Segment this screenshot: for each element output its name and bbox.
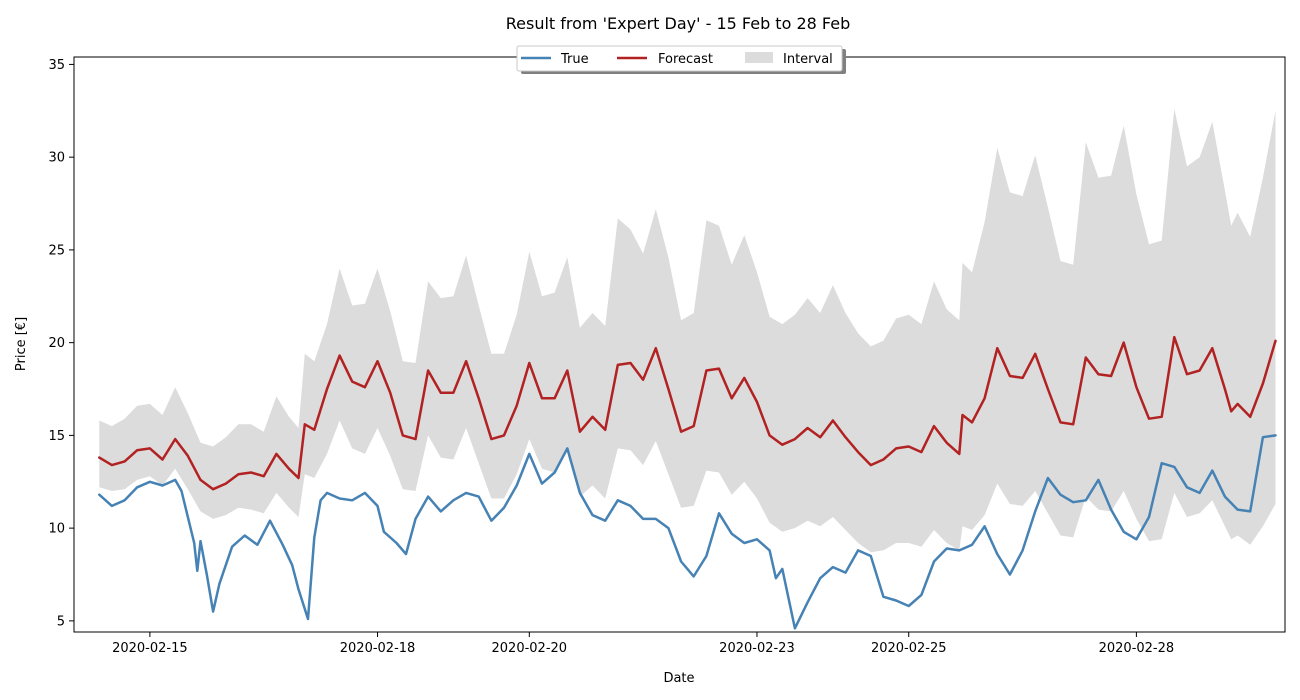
x-tick-label: 2020-02-23 (719, 641, 795, 656)
y-tick-label: 5 (57, 614, 65, 629)
legend-swatch-interval (745, 52, 773, 63)
interval-band (99, 108, 1276, 553)
x-axis-label: Date (663, 671, 694, 686)
x-tick-label: 2020-02-25 (871, 641, 947, 656)
legend-label-true: True (560, 52, 589, 67)
y-tick-label: 10 (48, 522, 65, 537)
x-tick-label: 2020-02-28 (1099, 641, 1175, 656)
x-tick-label: 2020-02-18 (340, 641, 416, 656)
y-tick-label: 15 (48, 429, 65, 444)
y-tick-label: 25 (48, 243, 65, 258)
y-axis-label: Price [€] (14, 317, 29, 371)
series-line-true (98, 434, 1277, 630)
series-line-forecast (98, 335, 1277, 491)
chart-title: Result from 'Expert Day' - 15 Feb to 28 … (506, 14, 850, 33)
y-axis: 5 10 15 20 25 30 35 (48, 58, 74, 629)
y-tick-label: 35 (48, 58, 65, 73)
y-tick-label: 30 (48, 151, 65, 166)
legend: True Forecast Interval (516, 45, 846, 74)
plot-area (98, 108, 1277, 630)
x-tick-label: 2020-02-20 (492, 641, 568, 656)
x-axis: 2020-02-15 2020-02-18 2020-02-20 2020-02-23… (112, 632, 1174, 656)
legend-label-forecast: Forecast (658, 52, 713, 67)
y-tick-label: 20 (48, 336, 65, 351)
x-tick-label: 2020-02-15 (112, 641, 188, 656)
legend-label-interval: Interval (783, 52, 833, 67)
